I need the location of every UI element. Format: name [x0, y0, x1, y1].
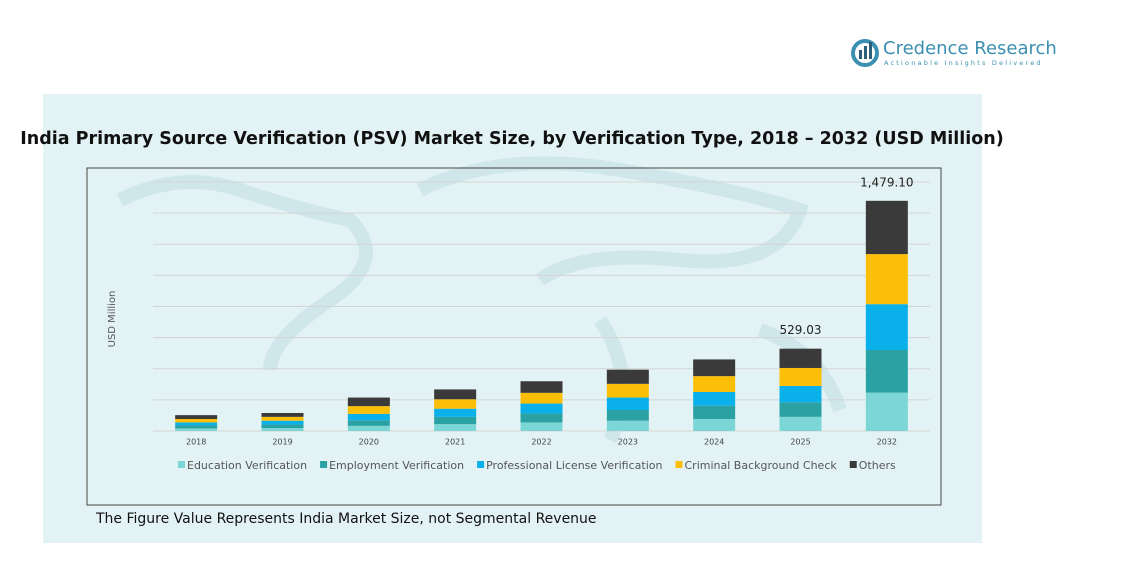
bar-segment: [520, 392, 563, 404]
x-tick-label: 2023: [618, 438, 638, 447]
bar-segment: [865, 304, 908, 351]
bar-segment: [434, 416, 477, 425]
bar-segment: [606, 383, 649, 398]
bar-segment: [606, 369, 649, 384]
y-axis-label: USD Million: [107, 291, 118, 348]
legend-label: Criminal Background Check: [684, 459, 837, 472]
logo-icon: [869, 42, 872, 59]
bar-segment: [261, 420, 304, 425]
bar-segment: [520, 422, 563, 431]
bar-segment: [347, 420, 390, 426]
bar-segment: [779, 385, 822, 403]
brand-name: Credence Research: [883, 38, 1057, 59]
bar-segment: [434, 408, 477, 417]
bar-segment: [693, 391, 736, 406]
bar-segment: [434, 399, 477, 409]
bar-segment: [434, 389, 477, 400]
bar-segment: [693, 376, 736, 392]
bar-segment: [779, 367, 822, 386]
chart-title: India Primary Source Verification (PSV) …: [20, 129, 1003, 149]
bar-segment: [693, 419, 736, 431]
map-decoration: [116, 156, 847, 444]
legend-label: Employment Verification: [329, 459, 464, 472]
bar-segment: [520, 381, 563, 393]
legend-swatch: [320, 461, 328, 468]
bar-segment: [693, 405, 736, 420]
bar-segment: [347, 425, 390, 431]
bar-segment: [606, 420, 649, 431]
bar-segment: [175, 428, 218, 431]
bar-segment: [347, 413, 390, 421]
legend-swatch: [477, 461, 485, 468]
bar-segment: [779, 348, 822, 368]
total-label: 529.03: [780, 323, 822, 337]
bar-segment: [347, 406, 390, 414]
logo-icon: [851, 39, 879, 67]
x-tick-label: 2022: [531, 438, 551, 447]
x-tick-label: 2025: [790, 438, 810, 447]
bar-segment: [347, 397, 390, 407]
bar-segment: [175, 419, 218, 423]
x-tick-label: 2032: [877, 438, 897, 447]
footnote: The Figure Value Represents India Market…: [95, 511, 597, 527]
bar-segment: [606, 397, 649, 410]
bar-segment: [261, 424, 304, 428]
bar-segment: [865, 254, 908, 305]
bar-segment: [261, 427, 304, 431]
x-tick-label: 2021: [445, 438, 465, 447]
bar-segment: [606, 409, 649, 421]
legend-swatch: [849, 461, 857, 468]
bar-segment: [865, 392, 908, 431]
logo-icon: [859, 50, 862, 59]
bar-segment: [865, 200, 908, 255]
plot-frame: [86, 167, 942, 506]
bar-segment: [779, 416, 822, 431]
legend-swatch: [675, 461, 683, 468]
legend-label: Education Verification: [187, 459, 307, 472]
legend-label: Professional License Verification: [486, 459, 662, 472]
total-label: 1,479.10: [860, 175, 913, 189]
bar-segment: [865, 350, 908, 393]
legend-swatch: [178, 461, 185, 468]
bar-segment: [175, 422, 218, 426]
logo-icon: [864, 46, 867, 59]
bar-segment: [520, 413, 563, 423]
brand-tagline: Actionable Insights Delivered: [884, 59, 1043, 67]
bar-segment: [434, 424, 477, 431]
bar-segment: [261, 416, 304, 421]
bar-segment: [175, 425, 218, 429]
bar-segment: [175, 415, 218, 420]
x-tick-label: 2020: [359, 438, 379, 447]
bar-segment: [261, 412, 304, 417]
bar-segment: [779, 402, 822, 417]
x-tick-label: 2018: [186, 438, 206, 447]
legend-label: Others: [859, 459, 896, 472]
bar-segment: [693, 359, 736, 377]
x-tick-label: 2019: [272, 438, 292, 447]
x-tick-label: 2024: [704, 438, 724, 447]
logo: Credence Research Actionable Insights De…: [851, 38, 1057, 67]
bar-segment: [520, 403, 563, 414]
